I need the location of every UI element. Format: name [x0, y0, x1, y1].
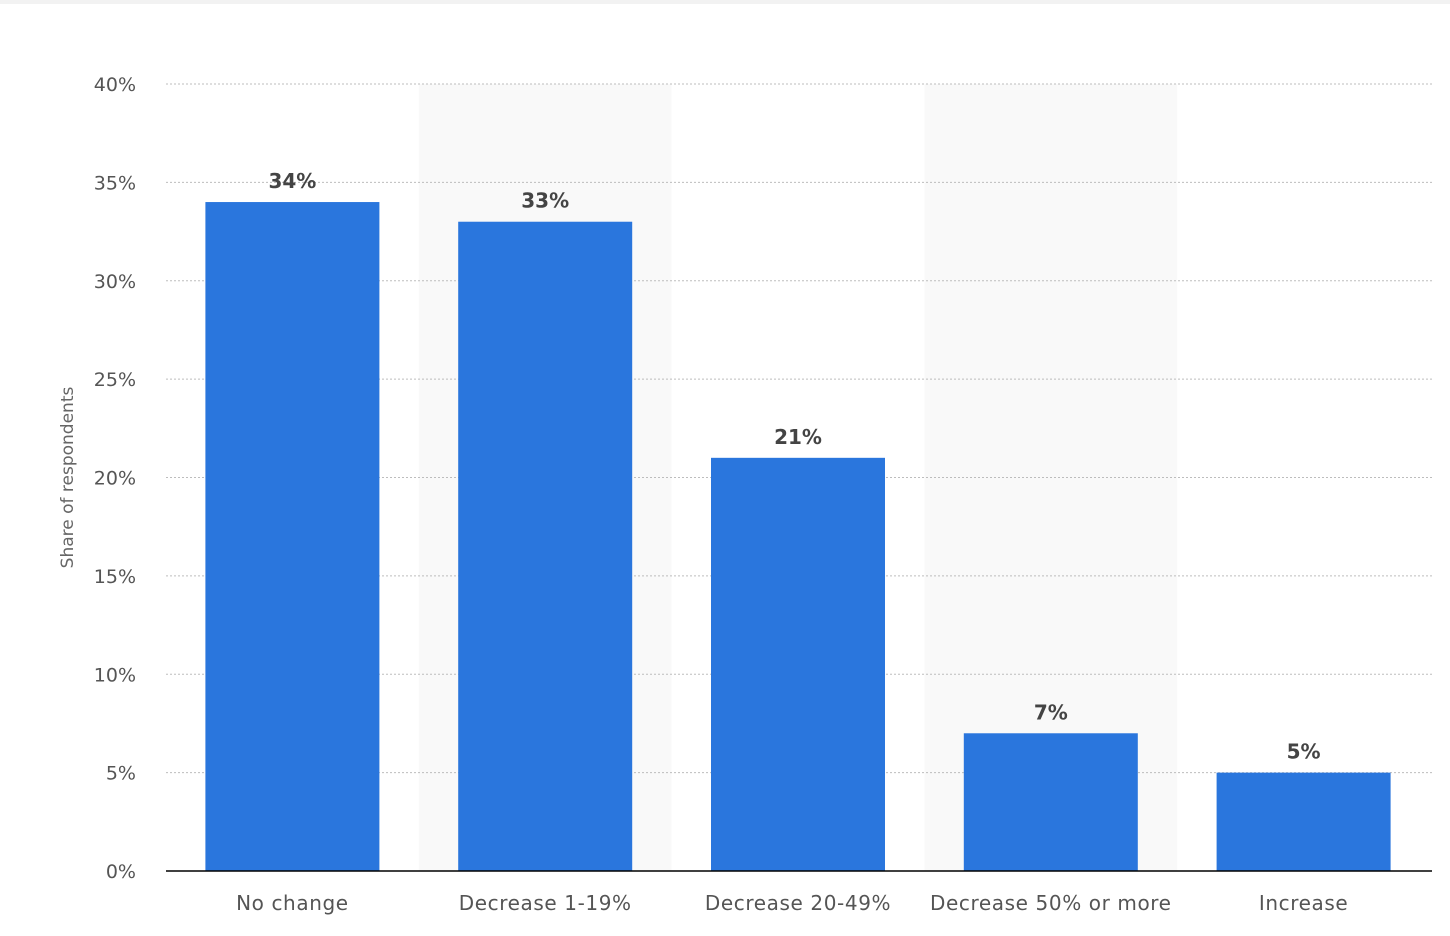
y-tick-label: 25% — [94, 369, 136, 391]
y-axis-title: Share of respondents — [58, 387, 78, 569]
y-tick-label: 20% — [94, 468, 136, 490]
bar — [1216, 772, 1391, 871]
data-label: 7% — [1034, 700, 1068, 724]
data-label: 5% — [1287, 740, 1321, 764]
bars — [205, 202, 1391, 872]
y-tick-label: 5% — [106, 763, 136, 785]
data-labels: 34% 33% 21% 7% 5% — [268, 169, 1320, 764]
x-tick-label: Decrease 20-49% — [705, 891, 891, 915]
x-tick-label: Increase — [1259, 891, 1348, 915]
x-axis-labels: No change Decrease 1-19% Decrease 20-49% De… — [236, 891, 1348, 915]
top-divider — [0, 0, 1450, 4]
bar — [205, 202, 380, 872]
y-tick-label: 40% — [94, 74, 136, 96]
y-tick-label: 10% — [94, 664, 136, 686]
data-label: 34% — [268, 169, 316, 193]
x-tick-label: Decrease 50% or more — [930, 891, 1172, 915]
bar — [711, 457, 885, 871]
x-tick-label: No change — [236, 891, 349, 915]
y-tick-label: 0% — [106, 861, 136, 883]
x-tick-label: Decrease 1-19% — [459, 891, 632, 915]
y-tick-label: 15% — [94, 566, 136, 588]
bar — [458, 221, 633, 872]
data-label: 21% — [774, 425, 822, 449]
bar — [963, 733, 1138, 871]
y-tick-label: 30% — [94, 271, 136, 293]
y-tick-label: 35% — [94, 172, 136, 194]
y-axis-ticks: 0% 5% 10% 15% 20% 25% 30% 35% 40% — [94, 74, 136, 883]
data-label: 33% — [521, 189, 569, 213]
